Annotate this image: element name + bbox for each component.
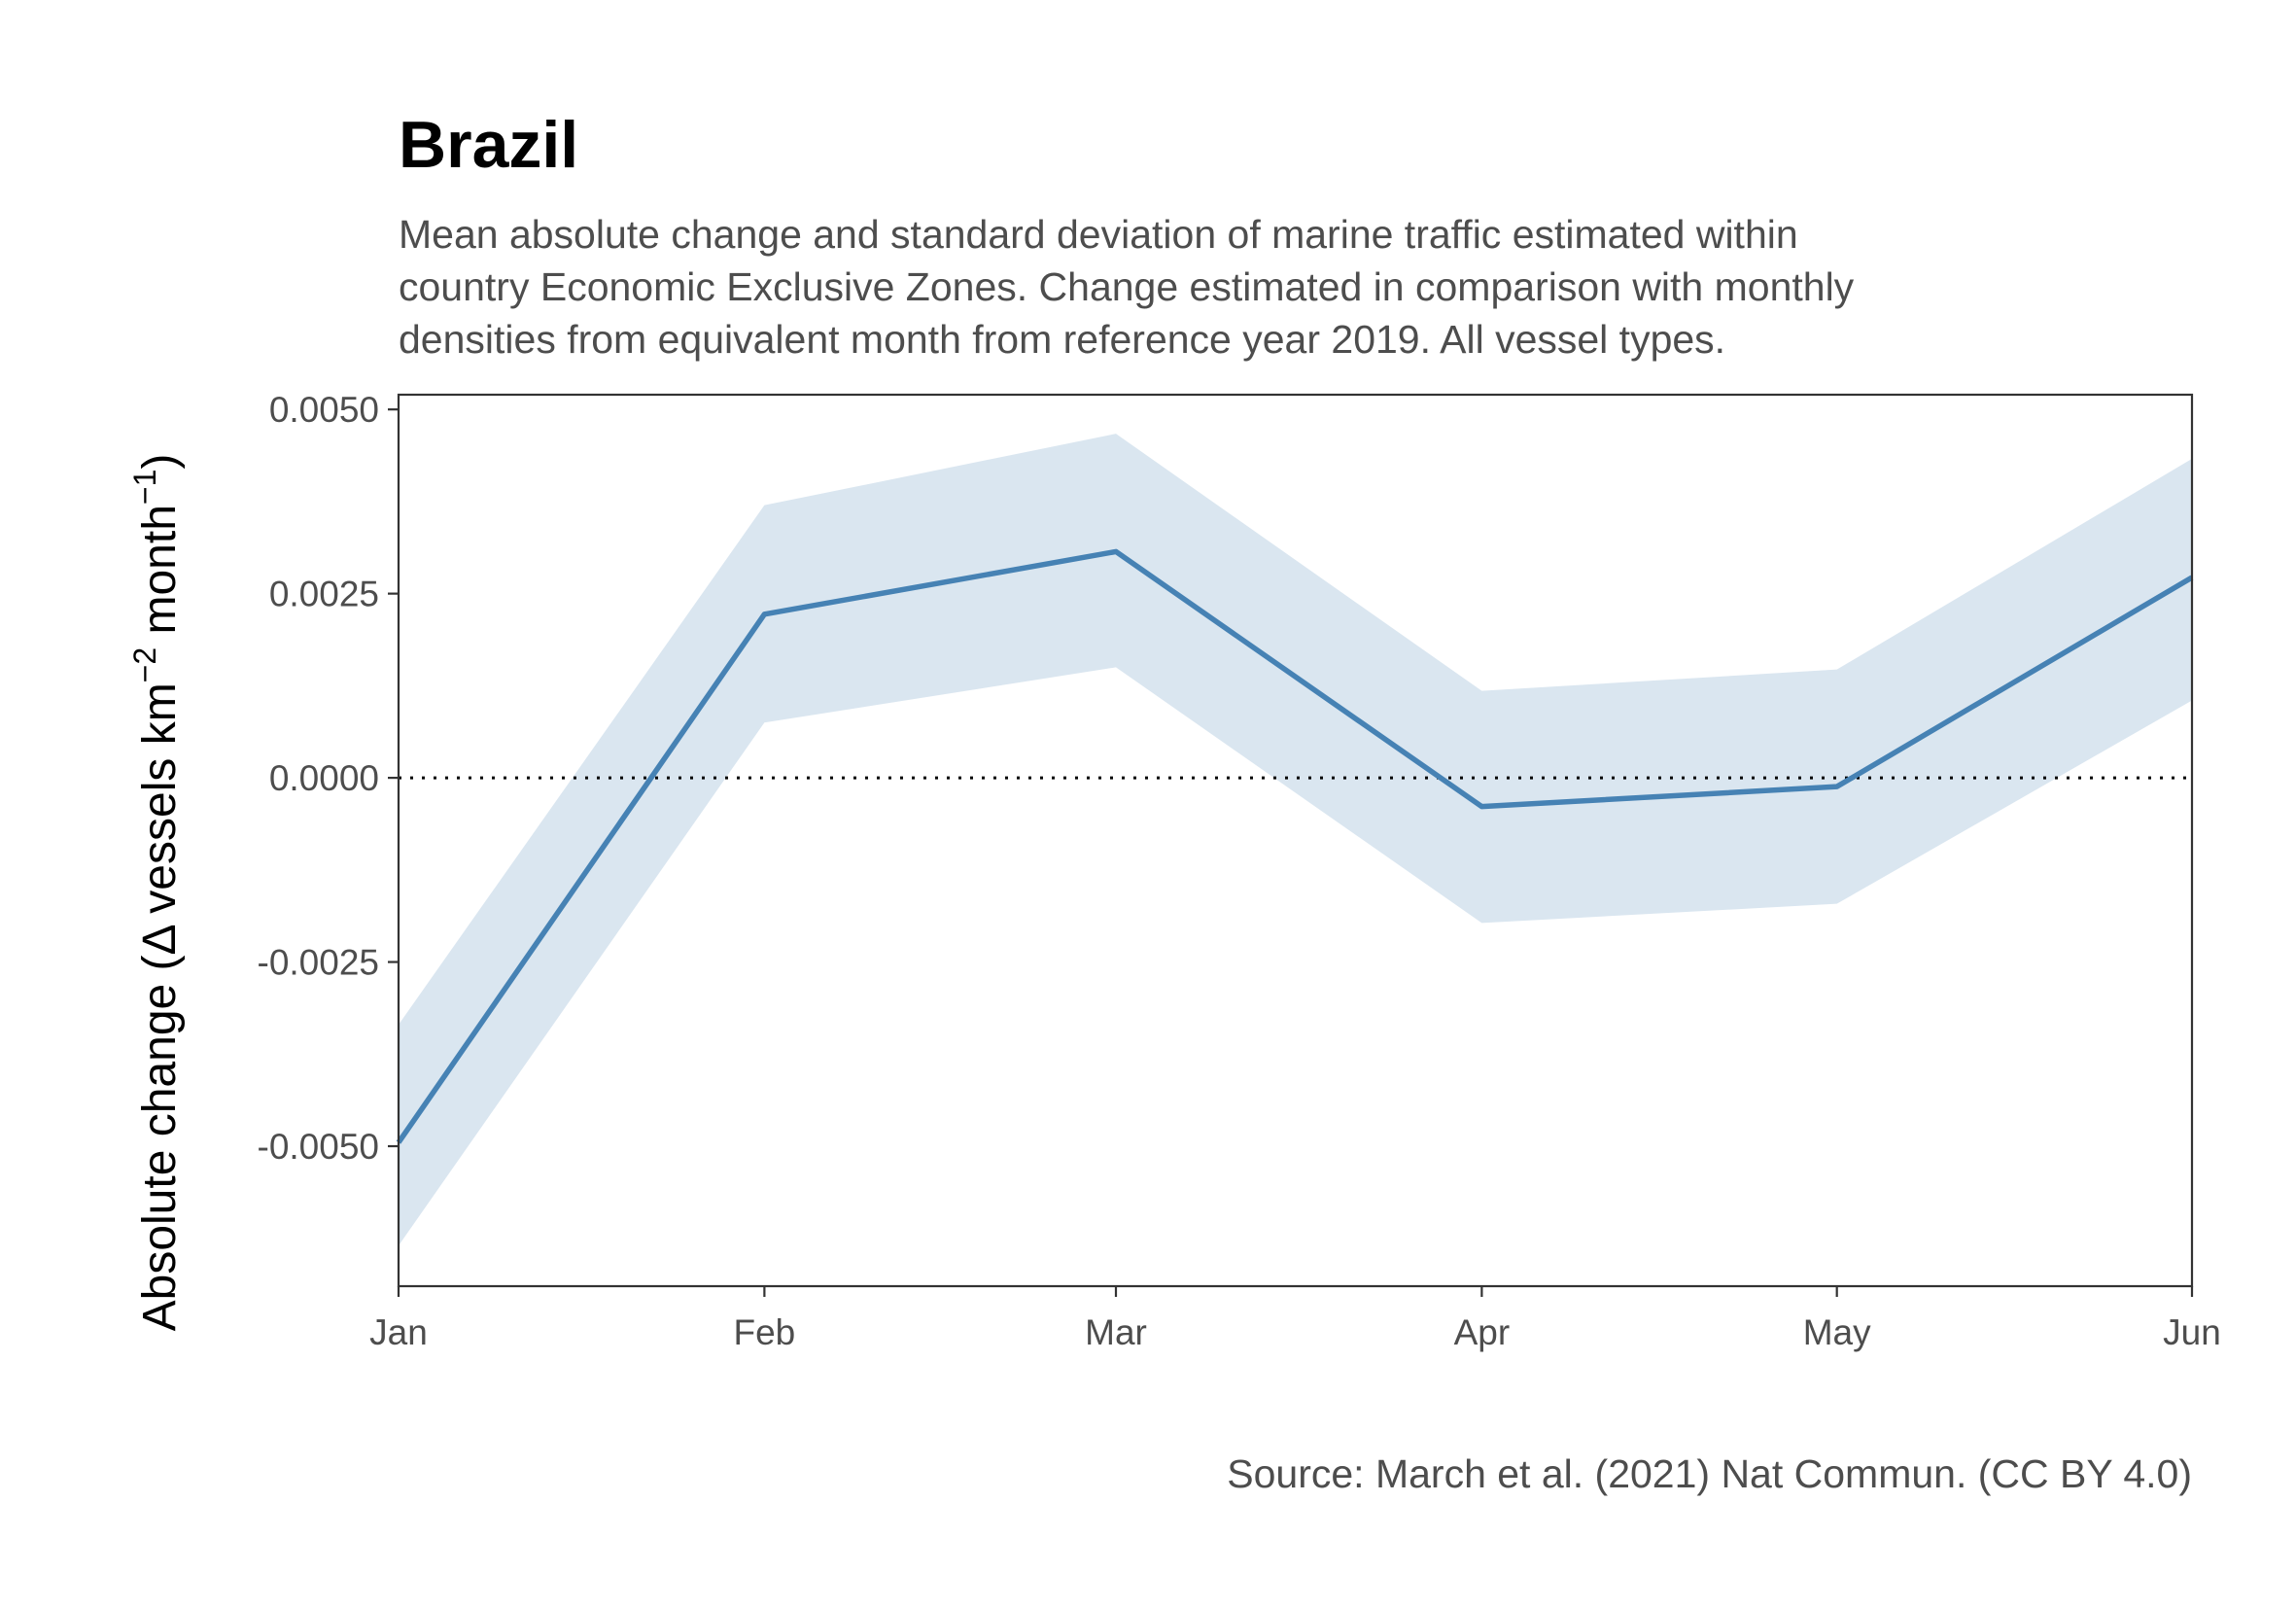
sd-ribbon (399, 434, 2192, 1246)
y-tick-label: 0.0000 (269, 758, 379, 798)
chart-caption: Source: March et al. (2021) Nat Commun. … (1227, 1451, 2192, 1496)
chart-title: Brazil (399, 108, 578, 182)
y-tick-label: -0.0025 (258, 943, 380, 983)
x-tick-label: Jan (369, 1312, 428, 1352)
chart-subtitle-line-3: densities from equivalent month from ref… (399, 317, 1725, 362)
x-tick-label: Apr (1454, 1312, 1511, 1352)
plot-area: -0.0050 -0.0025 0.0000 0.0025 0.0050 Jan Feb Ma… (258, 390, 2221, 1352)
plot-border (397, 393, 2194, 1288)
chart-subtitle-line-2: country Economic Exclusive Zones. Change… (399, 264, 1855, 309)
y-tick-label: -0.0050 (258, 1127, 380, 1167)
y-tick-label: 0.0050 (269, 390, 379, 430)
x-tick-label: Feb (733, 1312, 795, 1352)
chart-subtitle-line-1: Mean absolute change and standard deviat… (399, 212, 1798, 257)
x-tick-label: Jun (2163, 1312, 2221, 1352)
y-axis-label: Absolute change (Δ vessels km−2 month−1) (127, 454, 186, 1332)
y-tick-label: 0.0025 (269, 575, 379, 614)
mean-line (396, 548, 2194, 1144)
x-tick-label: Mar (1085, 1312, 1147, 1352)
x-tick-label: May (1803, 1312, 1871, 1352)
